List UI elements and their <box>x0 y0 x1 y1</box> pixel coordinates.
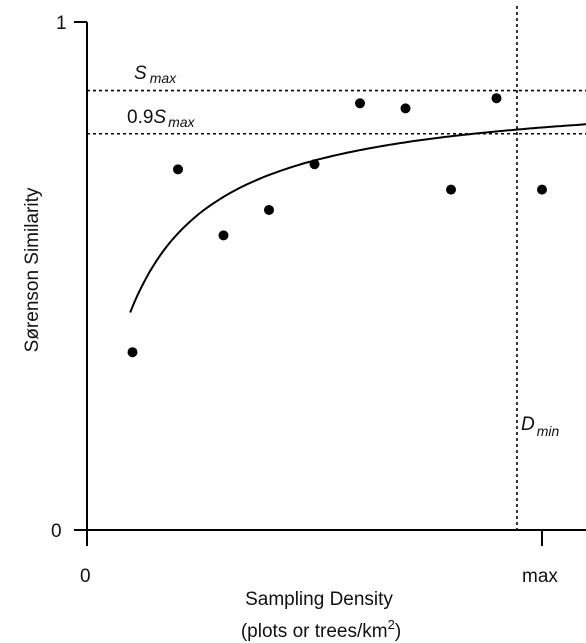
x-axis-title-suffix: ) <box>395 621 401 642</box>
d-min-label-base: D <box>521 414 535 435</box>
s-90-label-sub: max <box>168 114 195 130</box>
x-axis-title-line2: (plots or trees/km2) <box>241 617 401 642</box>
data-point-1 <box>127 347 138 358</box>
y-tick-label-0: 0 <box>51 521 62 542</box>
x-axis-title-prefix: (plots or trees/km <box>241 621 388 642</box>
data-point-6 <box>355 98 365 109</box>
data-point-2 <box>173 164 183 175</box>
data-point-7 <box>400 103 411 114</box>
data-point-10 <box>537 184 547 195</box>
x-axis-title-superscript: 2 <box>388 617 395 632</box>
data-points <box>127 93 547 358</box>
data-point-3 <box>218 230 229 241</box>
fit-curve <box>129 123 586 313</box>
s-90-label-prefix: 0.9 <box>127 107 153 128</box>
x-tick-label-max: max <box>522 566 558 587</box>
x-tick-label-0: 0 <box>80 566 91 587</box>
s-max-label-base: S <box>134 63 147 84</box>
data-point-9 <box>491 93 502 104</box>
data-point-8 <box>446 184 456 195</box>
d-min-label-sub: min <box>537 423 560 439</box>
y-axis-title: Sørenson Similarity <box>22 187 43 352</box>
s-90-label-base: S <box>153 107 166 128</box>
data-point-4 <box>264 204 274 215</box>
data-point-5 <box>309 159 320 170</box>
s-max-label-sub: max <box>150 70 177 86</box>
x-axis-title-line1: Sampling Density <box>245 589 393 610</box>
y-tick-label-1: 1 <box>56 13 67 34</box>
s-90-label: 0.9S max <box>127 107 196 130</box>
